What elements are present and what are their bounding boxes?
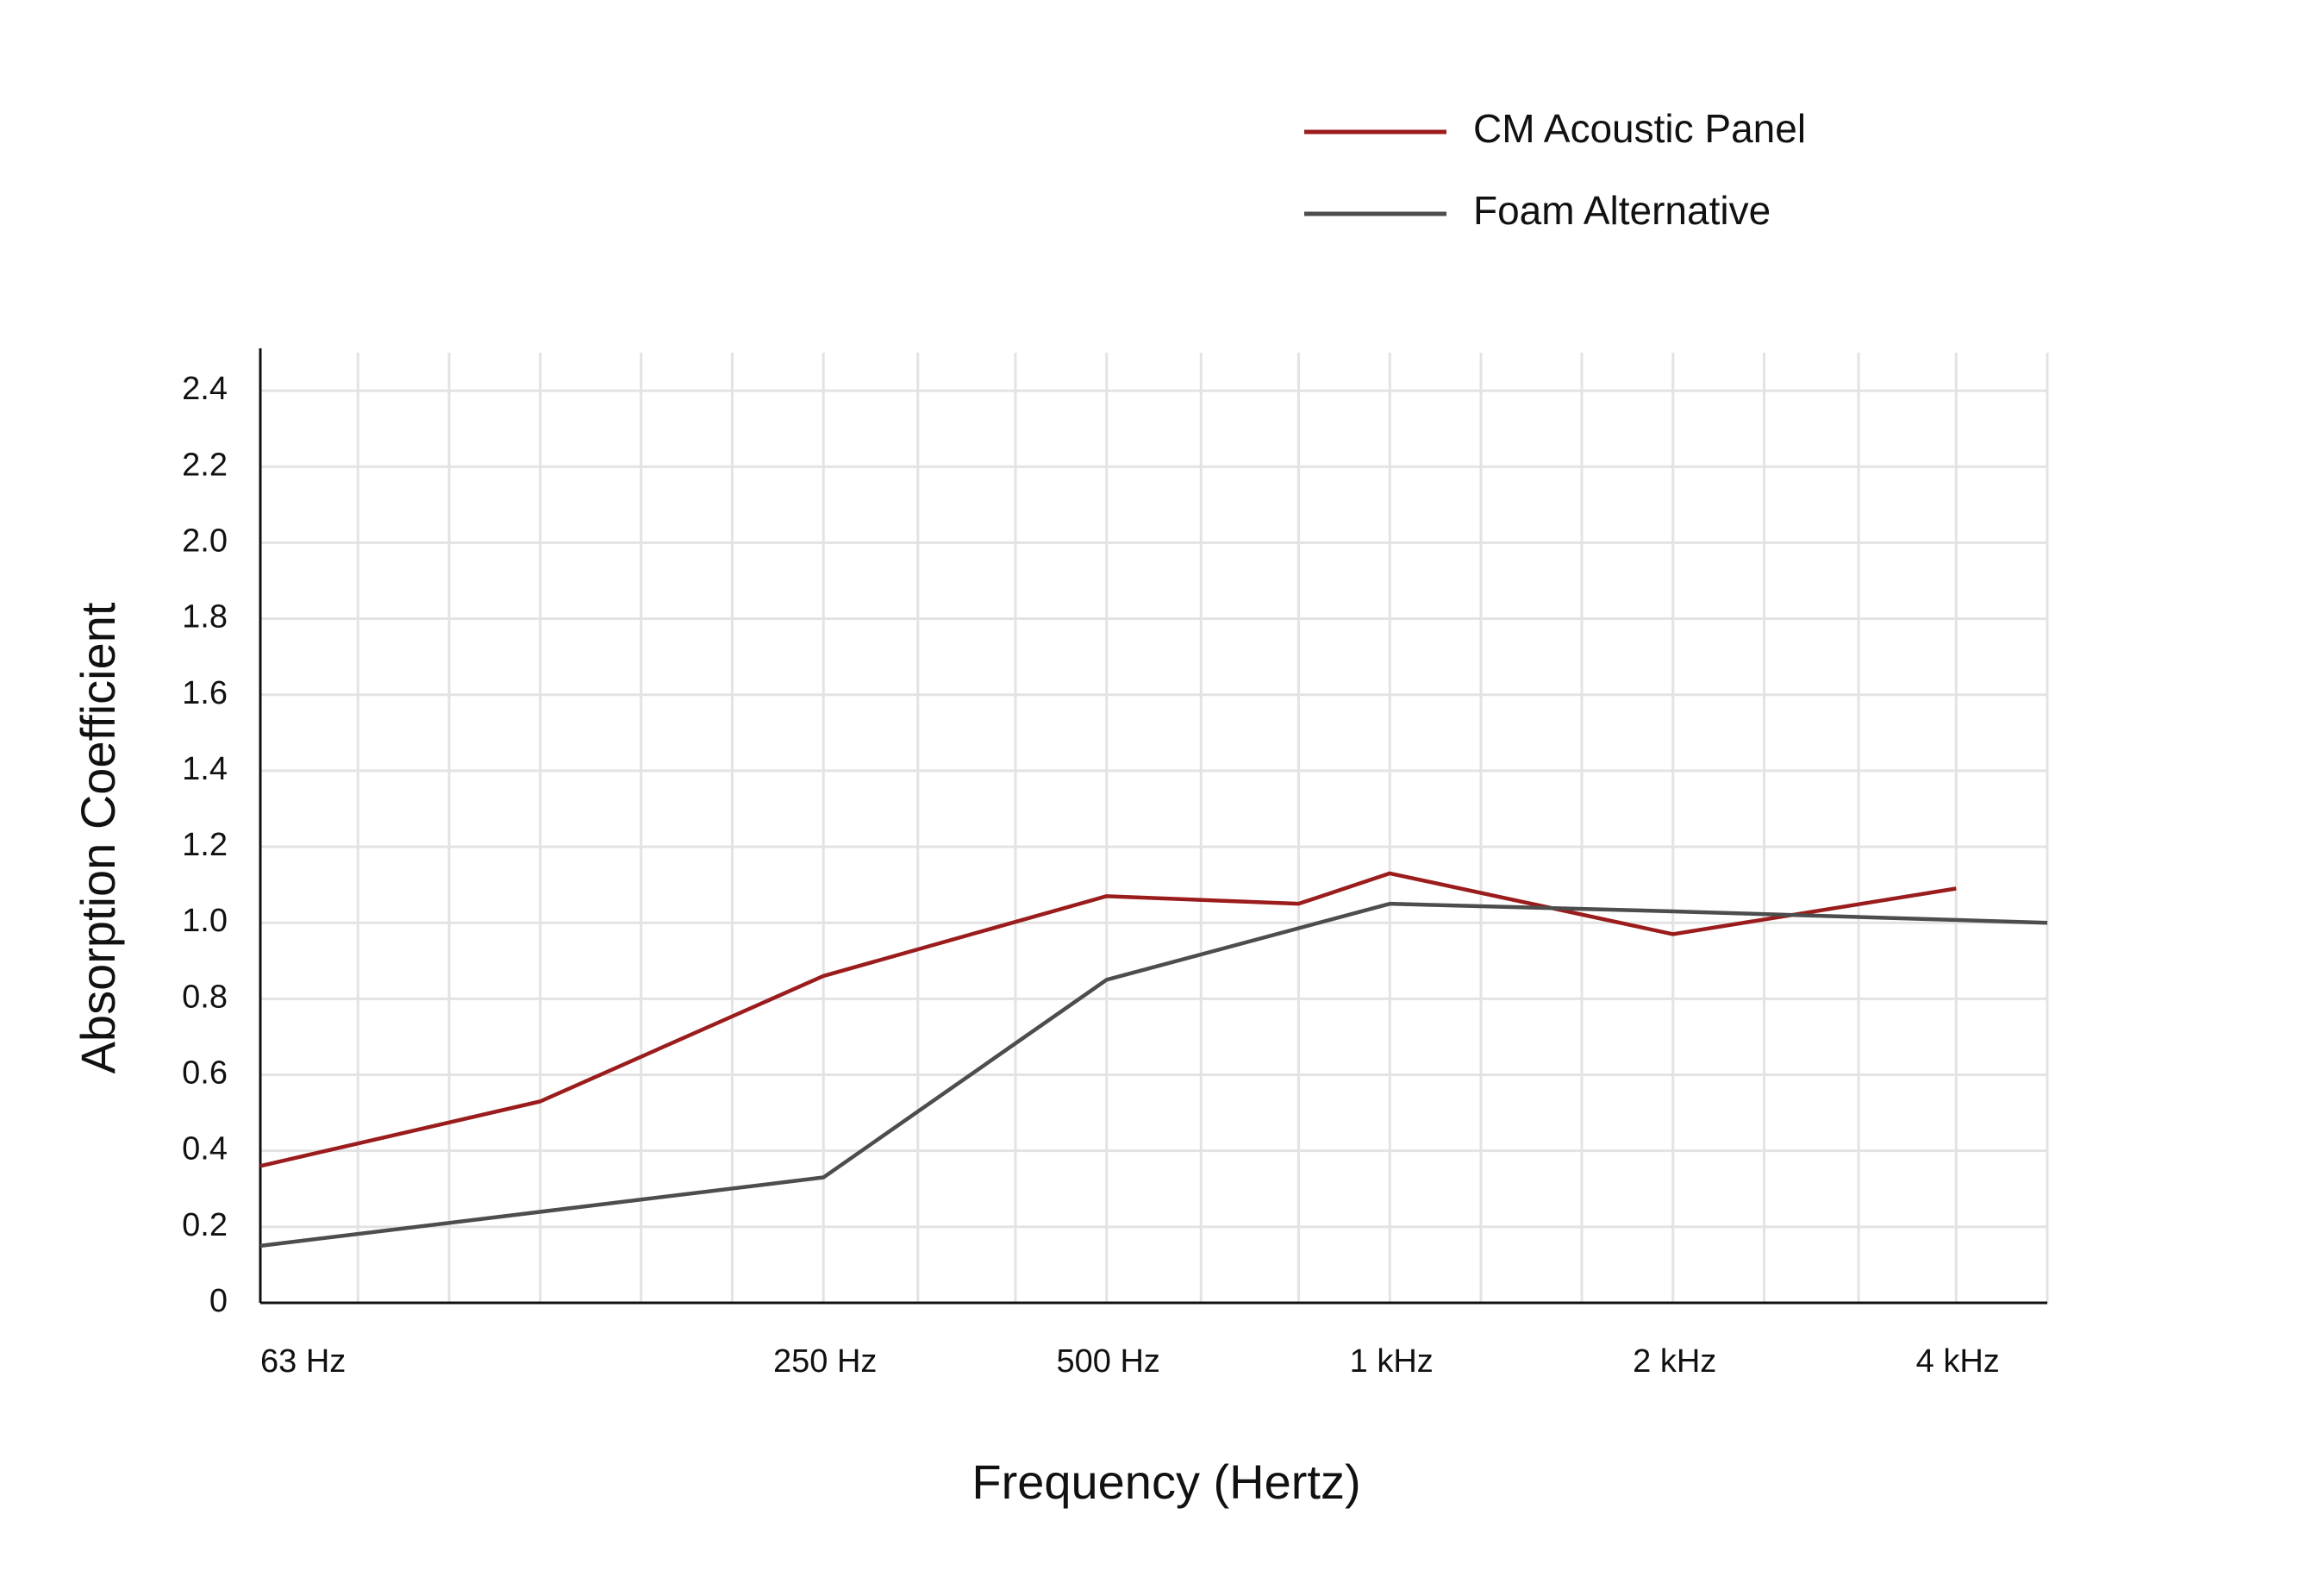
x-axis-title: Frequency (Hertz): [971, 1455, 1360, 1509]
x-tick-label: 2 kHz: [1633, 1343, 1716, 1380]
y-tick-label: 2.2: [182, 447, 228, 483]
series-line: [259, 871, 1957, 1168]
y-tick-label: 0.4: [182, 1131, 228, 1167]
y-tick-label: 0.8: [182, 979, 228, 1015]
legend-label: Foam Alternative: [1473, 188, 1771, 233]
x-tick-label: 63 Hz: [260, 1343, 346, 1380]
y-tick-label: 1.6: [182, 675, 228, 711]
y-axis-title: Absorption Coefficient: [71, 602, 125, 1073]
y-tick-label: 2.4: [182, 371, 228, 407]
x-tick-label: 250 Hz: [773, 1343, 877, 1380]
y-tick-label: 1.2: [182, 827, 228, 863]
x-tick-label: 1 kHz: [1350, 1343, 1434, 1380]
y-tick-label: 1.4: [182, 751, 228, 787]
y-tick-label: 2.0: [182, 523, 228, 559]
y-tick-label: 0: [209, 1283, 228, 1319]
series-line: [259, 901, 2048, 1249]
y-tick-label: 0.6: [182, 1055, 228, 1092]
y-tick-label: 0.2: [182, 1207, 228, 1243]
x-tick-label: 4 kHz: [1916, 1343, 2000, 1380]
legend-label: CM Acoustic Panel: [1473, 106, 1806, 151]
y-tick-label: 1.8: [182, 599, 228, 635]
x-tick-label: 500 Hz: [1057, 1343, 1160, 1380]
y-tick-label: 1.0: [182, 903, 228, 939]
